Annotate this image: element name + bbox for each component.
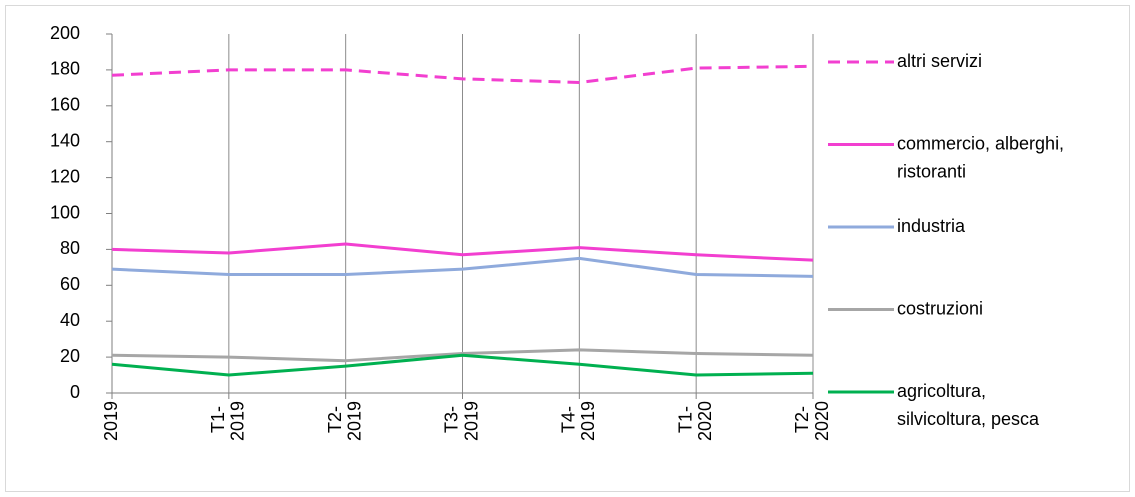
legend-label: altri servizi bbox=[897, 51, 982, 71]
y-tick-label: 0 bbox=[70, 382, 80, 402]
series-line bbox=[111, 348, 814, 363]
legend-label: agricoltura, silvicoltura, pesca bbox=[897, 381, 1040, 429]
y-tick-label: 60 bbox=[60, 274, 80, 294]
legend-label: industria bbox=[897, 216, 966, 236]
y-tick-label: 80 bbox=[60, 238, 80, 258]
series-line bbox=[111, 256, 814, 278]
y-tick-label: 40 bbox=[60, 310, 80, 330]
x-tick-label: T1- 2020 bbox=[675, 401, 715, 441]
x-tick-label: T1- 2019 bbox=[208, 401, 248, 441]
legend-label: commercio, alberghi, ristoranti bbox=[897, 133, 1069, 181]
y-tick-label: 120 bbox=[50, 166, 80, 186]
series-line bbox=[111, 64, 814, 84]
x-tick-label: T4- 2019 bbox=[558, 401, 598, 441]
x-tick-label: 2019 bbox=[101, 401, 121, 441]
legend-label: costruzioni bbox=[897, 298, 983, 318]
series-line bbox=[111, 242, 814, 262]
series-line bbox=[111, 353, 814, 377]
x-tick-label: T2- 2019 bbox=[325, 401, 365, 441]
y-tick-label: 200 bbox=[50, 23, 80, 43]
x-tick-label: T3- 2019 bbox=[441, 401, 481, 441]
y-tick-label: 180 bbox=[50, 59, 80, 79]
x-tick-label: T2- 2020 bbox=[792, 401, 832, 441]
y-tick-label: 160 bbox=[50, 95, 80, 115]
y-tick-label: 100 bbox=[50, 202, 80, 222]
y-tick-label: 20 bbox=[60, 346, 80, 366]
y-tick-label: 140 bbox=[50, 130, 80, 150]
